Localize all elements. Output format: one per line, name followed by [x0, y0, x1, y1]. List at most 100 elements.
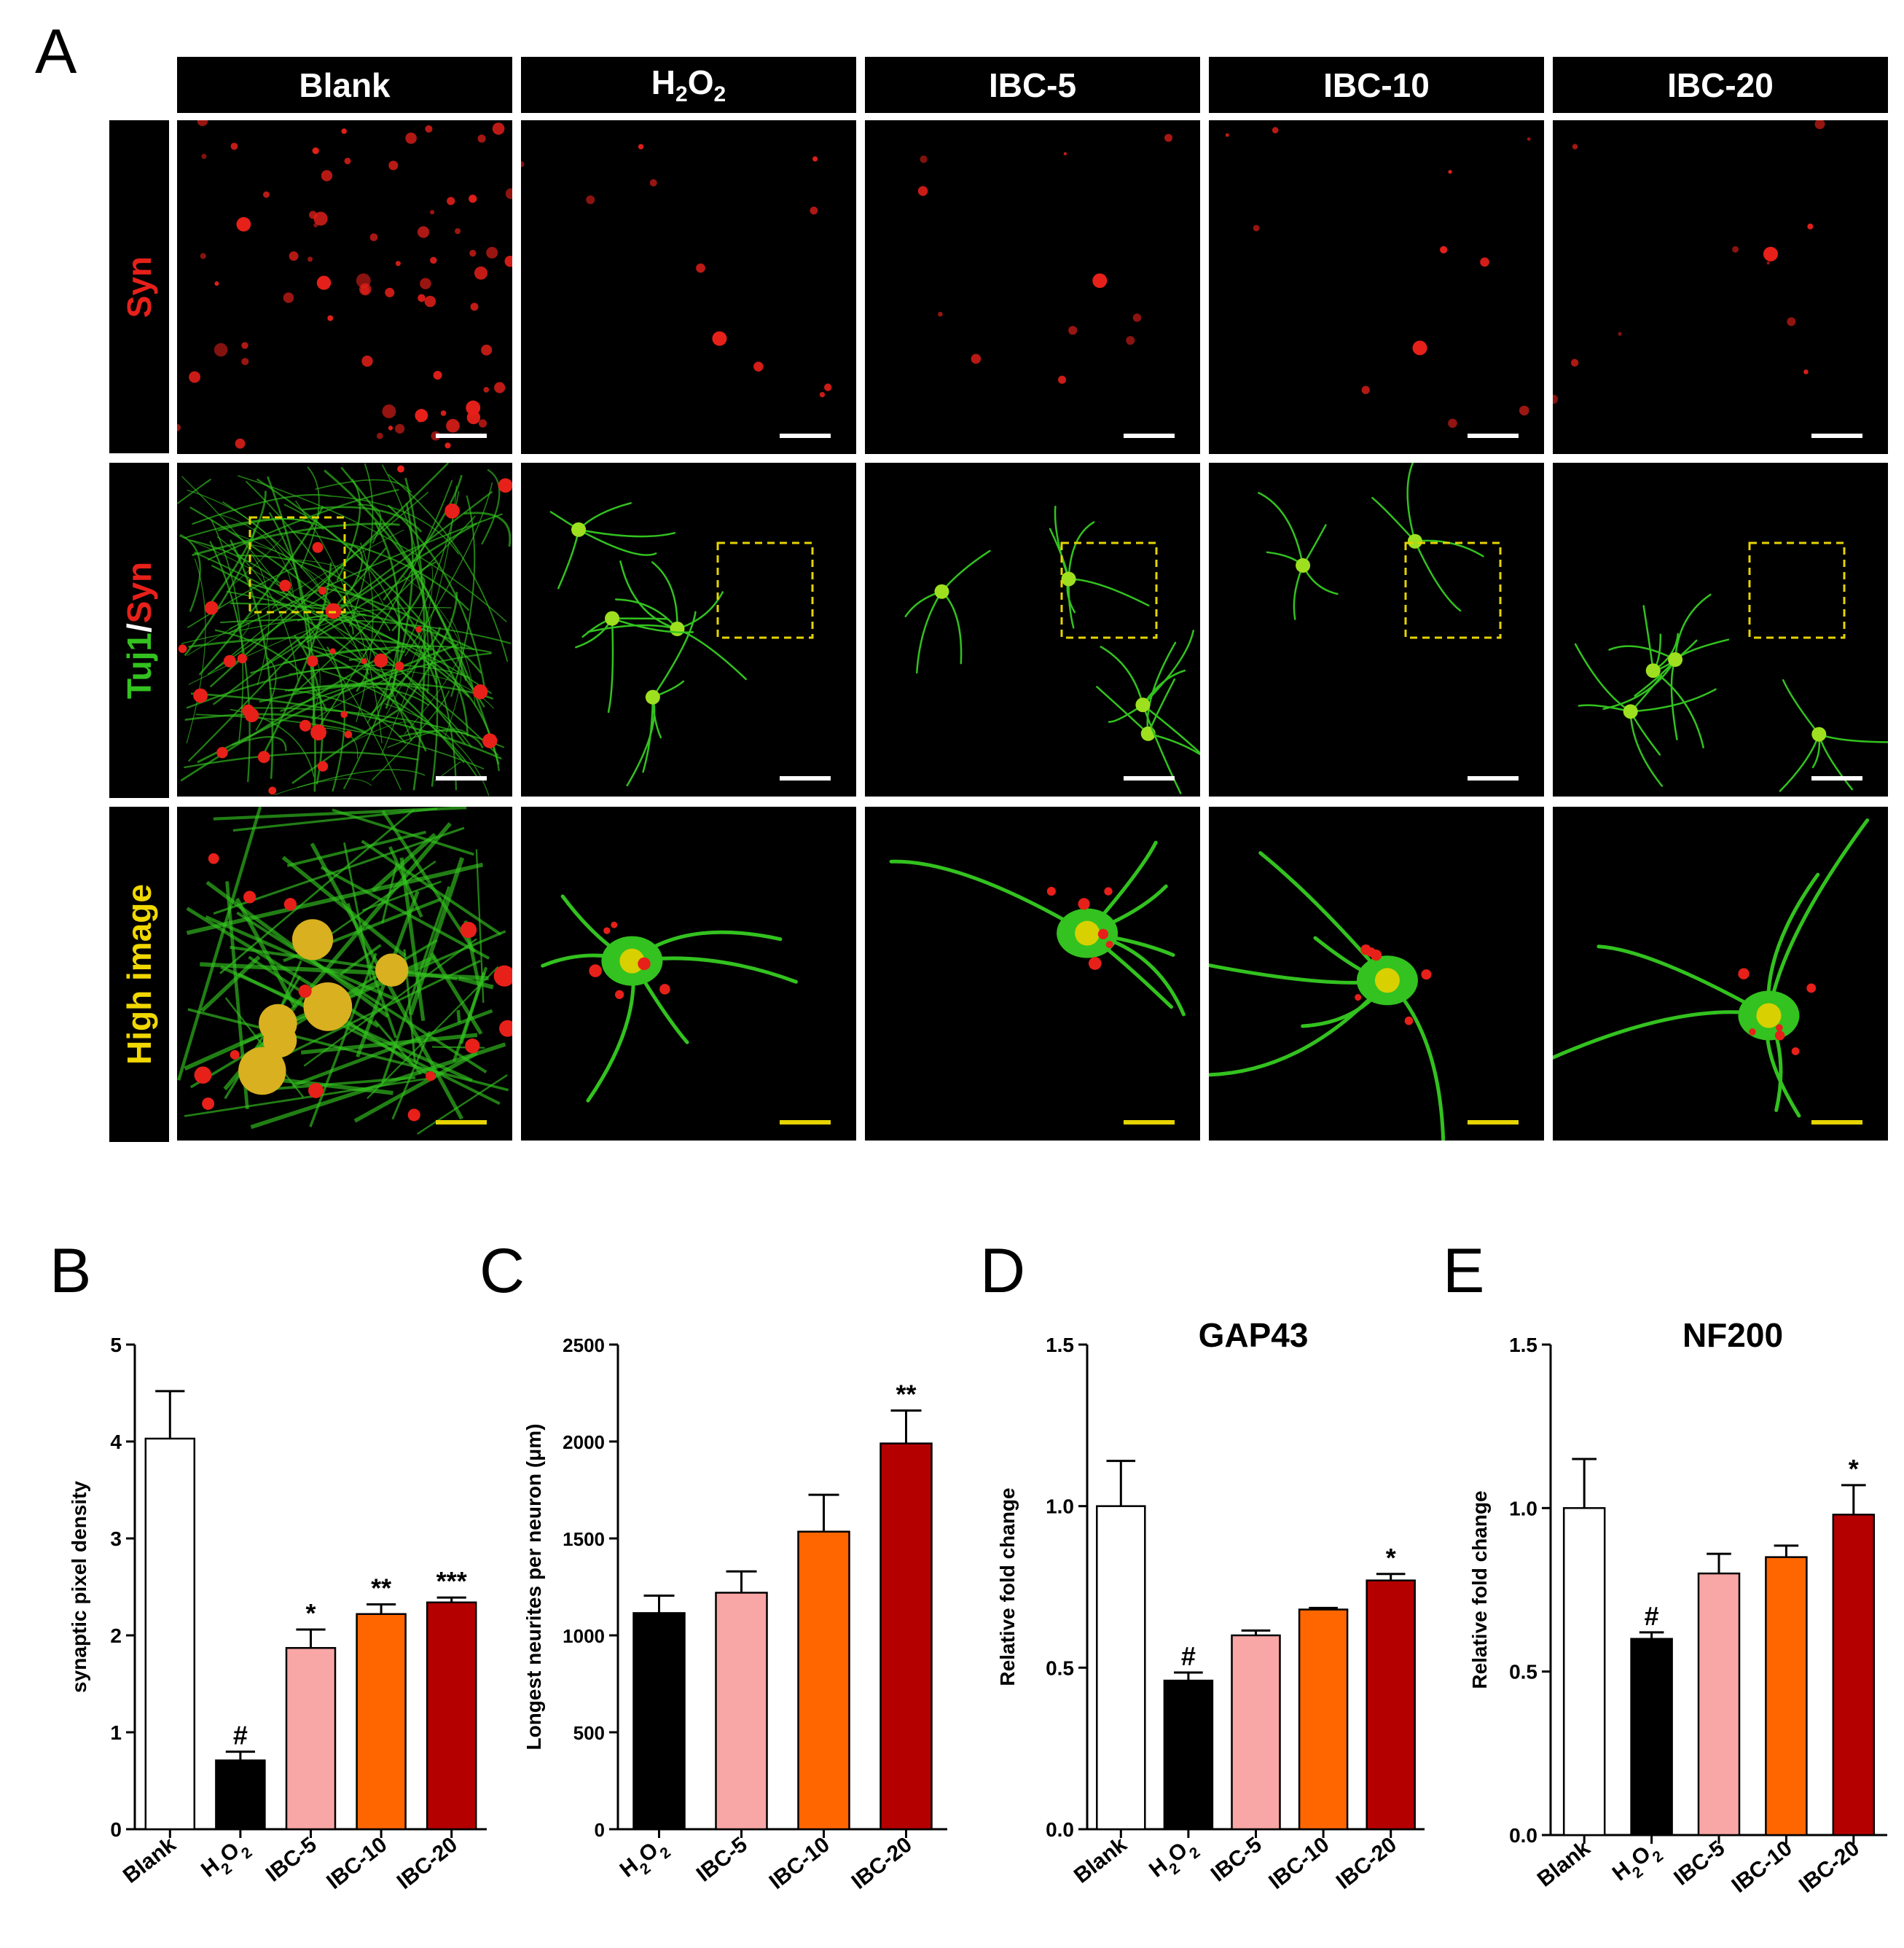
- neurite-path: [391, 1030, 431, 1120]
- x-tick-label: IBC-5: [692, 1833, 752, 1887]
- significance-marker: #: [1181, 1641, 1196, 1671]
- neurite-path: [614, 598, 678, 630]
- cell-body: [291, 919, 334, 961]
- neurite-path: [321, 670, 479, 779]
- cell-body: [259, 1004, 297, 1043]
- syn-puncta: [340, 711, 348, 719]
- neurite-path: [577, 528, 657, 556]
- syn-puncta: [308, 1083, 324, 1098]
- syn-puncta: [241, 358, 249, 366]
- bar: [1366, 1579, 1416, 1831]
- syn-puncta: [482, 733, 498, 748]
- cell-body: [645, 689, 660, 705]
- x-tick-label: IBC-20: [393, 1833, 462, 1895]
- neurite-path: [348, 463, 374, 627]
- neurite-path: [340, 944, 382, 976]
- x-tick-label: IBC-10: [765, 1833, 834, 1895]
- neurite-path: [188, 615, 354, 685]
- cell-body: [571, 522, 587, 537]
- neurite-path: [1782, 679, 1820, 735]
- bar-chart-b: 0 1 2 3 4 5 synaptic pixel density Blank # H2O2 * I…: [68, 1334, 487, 1894]
- neurite-path: [230, 539, 274, 779]
- bar: [1298, 1608, 1349, 1831]
- syn-puncta: [208, 853, 219, 864]
- syn-puncta: [395, 661, 404, 671]
- syn-puncta: [307, 257, 313, 262]
- syn-puncta: [388, 160, 399, 171]
- neurite-path: [200, 955, 261, 1013]
- neurite-path: [371, 832, 437, 893]
- syn-puncta: [447, 197, 455, 206]
- y-tick-label: 1: [110, 1721, 122, 1744]
- neurite-path: [371, 690, 450, 781]
- syn-puncta: [1058, 375, 1067, 384]
- syn-puncta: [1078, 898, 1090, 910]
- y-tick-label: 1.5: [1509, 1334, 1537, 1356]
- neurite-path: [284, 682, 494, 700]
- neurite-path: [245, 480, 412, 741]
- bar: [1765, 1556, 1808, 1836]
- neurite-path: [1067, 578, 1150, 607]
- bar: [1697, 1572, 1741, 1836]
- neurite-path: [1147, 732, 1200, 756]
- syn-puncta: [417, 226, 430, 238]
- neurite-path: [1674, 638, 1730, 661]
- neurite-path: [255, 656, 277, 731]
- neurite-path: [220, 619, 512, 644]
- micrograph-high-ibc5: [865, 807, 1200, 1141]
- syn-puncta: [1088, 957, 1102, 970]
- cell-body: [238, 1047, 286, 1095]
- row-label-syn-red: Syn: [120, 561, 158, 624]
- neurite-path: [481, 469, 501, 545]
- neurite-path: [1652, 669, 1704, 748]
- y-axis-label: Longest neurites per neuron (μm): [522, 1423, 545, 1750]
- syn-puncta: [649, 179, 657, 187]
- neurite-path: [192, 523, 400, 557]
- syn-puncta: [498, 478, 512, 493]
- syn-puncta: [1361, 386, 1370, 394]
- neurite-path: [187, 567, 294, 629]
- scale-bar: [1468, 776, 1519, 781]
- syn-puncta: [430, 210, 435, 215]
- neurite-path: [407, 558, 439, 787]
- neurite-path: [611, 617, 694, 634]
- neurite-path: [230, 602, 474, 651]
- micrograph-high-ibc10: [1209, 807, 1544, 1141]
- neurite-path: [889, 859, 1089, 936]
- x-tick-label: IBC-20: [1332, 1833, 1401, 1895]
- x-tick-label: H2O2: [1145, 1833, 1203, 1888]
- syn-puncta: [283, 898, 297, 911]
- neurite-path: [1766, 818, 1870, 1017]
- x-tick-label: H2O2: [616, 1833, 674, 1888]
- syn-puncta: [341, 128, 347, 134]
- y-tick-label: 4: [110, 1431, 122, 1453]
- syn-puncta: [313, 222, 318, 228]
- syn-puncta: [1448, 170, 1452, 174]
- syn-puncta: [312, 147, 319, 154]
- syn-puncta: [310, 724, 326, 741]
- syn-puncta: [472, 684, 488, 700]
- syn-puncta: [236, 216, 251, 232]
- syn-puncta: [819, 391, 826, 398]
- neurite-path: [219, 808, 415, 974]
- syn-puncta: [214, 281, 219, 286]
- scale-bar: [1124, 776, 1175, 781]
- syn-puncta: [1572, 144, 1578, 150]
- neurite-path: [184, 1076, 434, 1117]
- significance-marker: #: [233, 1721, 248, 1751]
- column-header-ibc10: IBC-10: [1209, 57, 1544, 113]
- neurite-path: [303, 938, 477, 1067]
- neurite-path: [387, 504, 486, 689]
- neurite-path: [557, 528, 580, 590]
- micrograph-syn-ibc20: [1553, 120, 1888, 454]
- neurite-path: [286, 830, 427, 867]
- syn-puncta: [395, 261, 401, 267]
- syn-puncta: [455, 228, 461, 235]
- cell-body: [670, 621, 685, 636]
- syn-puncta: [474, 266, 488, 280]
- neurite-path: [1385, 978, 1446, 1141]
- bar-chart-c: 0 500 1000 1500 2000 2500 Longest neurites per…: [522, 1334, 947, 1894]
- h2o2-h: H: [651, 63, 676, 101]
- neurite-path: [381, 810, 477, 953]
- column-label: IBC-10: [1323, 66, 1430, 104]
